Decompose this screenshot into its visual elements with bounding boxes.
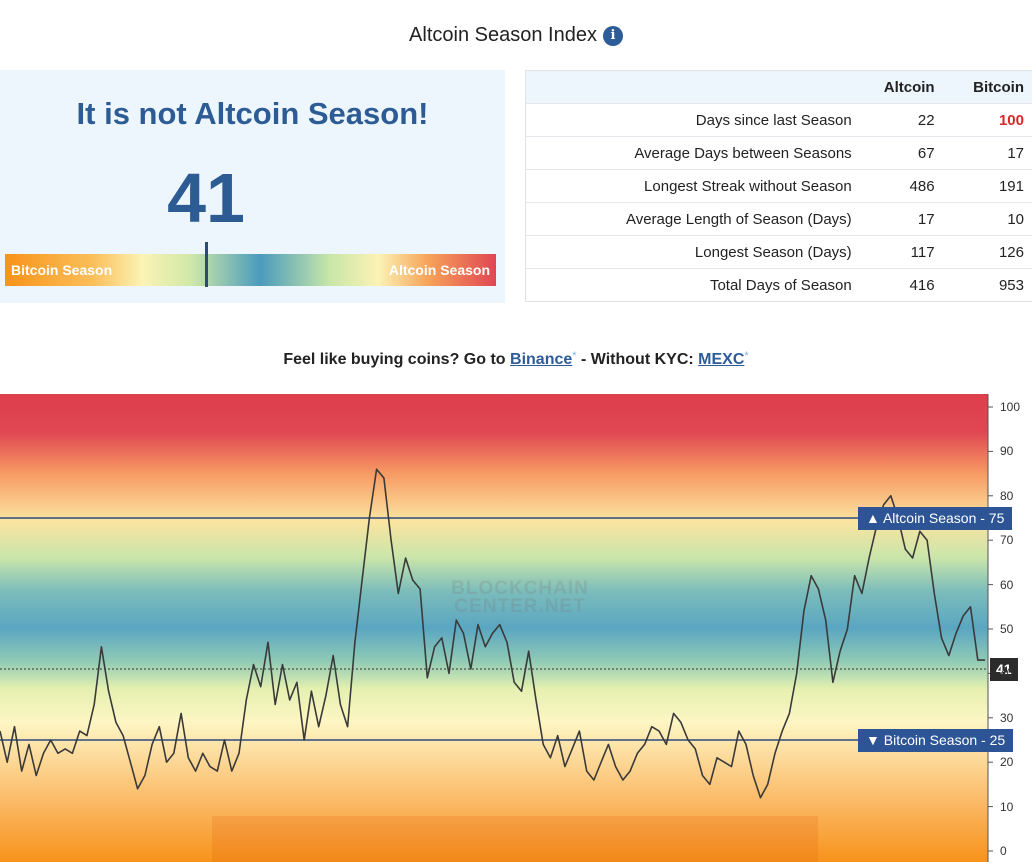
promo-mid: - Without KYC:	[576, 351, 699, 368]
y-tick-label: 20	[1000, 755, 1014, 770]
y-tick-label: 80	[1000, 488, 1014, 503]
index-value: 41	[167, 159, 245, 237]
table-row: Days since last Season 22 100	[525, 103, 1032, 137]
watermark-line-2: CENTER.NET	[454, 596, 586, 617]
altcoin-value: 486	[851, 169, 943, 203]
table-row: Total Days of Season 416 953	[525, 268, 1032, 302]
promo-lead: Feel like buying coins? Go to	[283, 351, 511, 368]
bitcoin-value: 10	[942, 202, 1032, 236]
table-header-bitcoin: Bitcoin	[942, 70, 1032, 104]
mexc-link[interactable]: MEXC	[698, 351, 745, 368]
chart-svg	[0, 394, 993, 862]
row-label: Longest Streak without Season	[525, 169, 852, 203]
watermark: BLOCKCHAIN CENTER.NET	[450, 578, 590, 617]
y-tick-label: 10	[1000, 799, 1014, 814]
row-label: Total Days of Season	[525, 268, 852, 302]
season-gauge: Bitcoin Season Altcoin Season	[5, 254, 496, 286]
y-tick-label: 50	[1000, 622, 1014, 636]
watermark-line-1: BLOCKCHAIN	[451, 578, 589, 599]
bitcoin-season-badge: ▼ Bitcoin Season - 25	[858, 729, 1014, 752]
table-header-label	[525, 70, 852, 104]
altcoin-value: 67	[851, 136, 943, 170]
row-label: Average Days between Seasons	[525, 136, 852, 170]
series-line	[0, 468, 985, 799]
y-tick-label: 90	[1000, 444, 1014, 459]
altcoin-value: 117	[851, 235, 943, 269]
page-title: Altcoin Season Index i	[0, 24, 1032, 47]
season-status-panel: It is not Altcoin Season! 41 Bitcoin Sea…	[0, 70, 505, 303]
y-tick-label: 30	[1000, 710, 1014, 725]
mexc-star: *	[744, 350, 749, 362]
altcoin-season-badge: ▲ Altcoin Season - 75	[858, 507, 1013, 530]
season-stats-table: Altcoin Bitcoin Days since last Season 2…	[525, 70, 1032, 302]
y-tick-label: 40	[1000, 666, 1014, 681]
gauge-altcoin-label: Altcoin Season	[388, 262, 490, 278]
current-value-badge: 41	[990, 657, 1018, 681]
table-row: Average Length of Season (Days) 17 10	[525, 202, 1032, 236]
season-status-headline: It is not Altcoin Season!	[76, 96, 429, 131]
binance-link[interactable]: Binance	[510, 351, 573, 368]
y-tick-label: 60	[1000, 577, 1014, 592]
chart-background	[0, 394, 988, 862]
chart-footer-ad	[212, 816, 818, 862]
page-title-text: Altcoin Season Index	[409, 24, 597, 46]
table-header-altcoin: Altcoin	[851, 70, 943, 104]
altcoin-value: 22	[851, 103, 943, 137]
table-row: Average Days between Seasons 67 17	[525, 136, 1032, 170]
binance-star: *	[572, 350, 577, 362]
bitcoin-value: 17	[942, 136, 1032, 170]
altcoin-value: 416	[851, 268, 943, 302]
row-label: Longest Season (Days)	[525, 235, 852, 269]
y-tick-label: 0	[1000, 844, 1007, 858]
gauge-marker	[204, 242, 208, 287]
promo-line: Feel like buying coins? Go to Binance* -…	[0, 350, 1032, 369]
row-label: Average Length of Season (Days)	[525, 202, 852, 236]
bitcoin-value: 191	[942, 169, 1032, 203]
altcoin-value: 17	[851, 202, 943, 236]
table-row: Longest Streak without Season 486 191	[525, 169, 1032, 203]
row-label: Days since last Season	[525, 103, 852, 137]
bitcoin-value: 953	[942, 268, 1032, 302]
bitcoin-value: 126	[942, 235, 1032, 269]
table-header-row: Altcoin Bitcoin	[525, 70, 1032, 104]
y-tick-label: 70	[1000, 533, 1014, 548]
bitcoin-value: 100	[942, 103, 1032, 137]
altcoin-season-chart: BLOCKCHAIN CENTER.NET ▲ Altcoin Season -…	[0, 394, 1032, 862]
gauge-bitcoin-label: Bitcoin Season	[11, 262, 113, 278]
info-icon[interactable]: i	[602, 26, 623, 46]
y-tick-label: 100	[1000, 400, 1021, 414]
table-row: Longest Season (Days) 117 126	[525, 235, 1032, 269]
